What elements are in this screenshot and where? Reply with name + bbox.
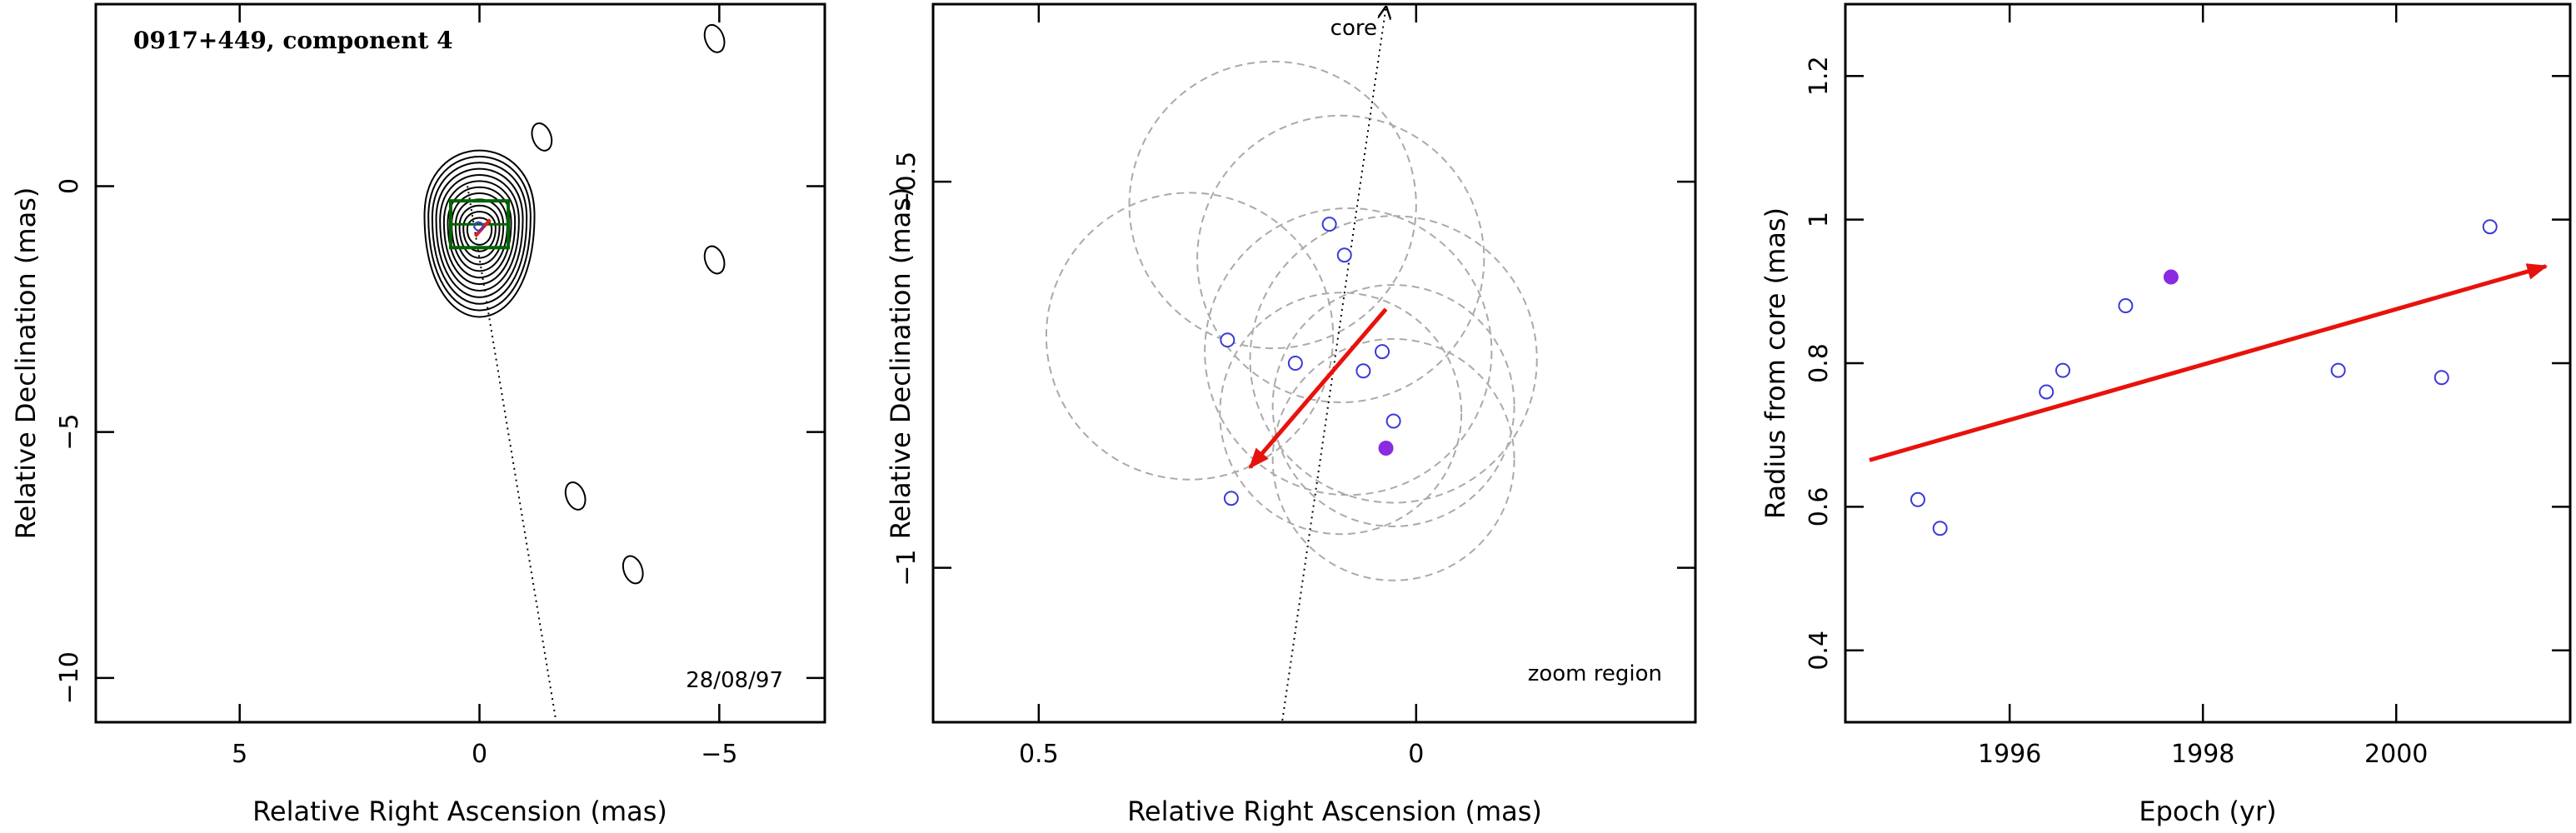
error-circle xyxy=(1204,207,1493,496)
fit-arrow xyxy=(1869,263,2549,462)
source-contour xyxy=(431,162,528,305)
error-circle xyxy=(1128,60,1417,350)
y-tick-label: 0.6 xyxy=(1805,487,1834,527)
error-circle xyxy=(1196,114,1485,403)
component-marker-blue xyxy=(473,221,484,232)
panel-2-core-label: core xyxy=(1330,16,1377,41)
core-direction-line xyxy=(1281,7,1385,722)
panel-1-ticks: 5 0 −5 0 −5 −10 xyxy=(55,4,825,769)
panel-3-radius-vs-epoch: 1996 1998 2000 0.4 0.6 0.8 1 1.2 Epoch (yr) Rad… xyxy=(1760,2,2572,827)
panel-1-ylabel: Relative Declination (mas) xyxy=(10,187,42,540)
x-tick-label: −5 xyxy=(701,740,737,769)
y-tick-label: 0.4 xyxy=(1805,631,1834,671)
y-tick-label: 0.8 xyxy=(1805,343,1834,383)
panel-1-title: 0917+449, component 4 xyxy=(133,27,453,54)
source-contour xyxy=(466,217,493,246)
open-point xyxy=(2434,370,2449,386)
panel-2-plot-area xyxy=(1045,7,1538,722)
error-circle xyxy=(1271,337,1515,581)
error-circle xyxy=(1271,284,1515,527)
open-point xyxy=(1321,217,1337,232)
panel-1-date: 28/08/97 xyxy=(686,668,783,693)
open-point xyxy=(2482,219,2498,235)
open-point xyxy=(2055,362,2070,378)
open-point xyxy=(1220,332,1236,348)
open-point xyxy=(1932,521,1948,536)
panel-2-frame xyxy=(931,2,1697,724)
panel-2-zoom-note: zoom region xyxy=(1528,661,1662,686)
source-contour xyxy=(439,173,520,292)
source-contour xyxy=(447,186,512,279)
panel-3-ticks: 1996 1998 2000 0.4 0.6 0.8 1 1.2 xyxy=(1805,4,2570,769)
panel-1-plot-area xyxy=(423,23,726,722)
source-contour xyxy=(427,155,532,312)
x-tick-label: 1996 xyxy=(1978,740,2041,769)
x-tick-label: 1998 xyxy=(2171,740,2234,769)
panel-3-plot-area xyxy=(1869,219,2549,536)
y-tick-label: −1 xyxy=(892,550,921,586)
error-circle xyxy=(1045,192,1335,481)
x-tick-label: 2000 xyxy=(2364,740,2428,769)
panel-1-contour-map: 5 0 −5 0 −5 −10 0917+449, component 4 28/08/9… xyxy=(10,2,826,827)
open-point xyxy=(1385,413,1401,429)
feature-contour xyxy=(703,23,726,53)
open-point xyxy=(1223,491,1239,506)
x-tick-label: 0 xyxy=(472,740,487,769)
x-tick-label: 0.5 xyxy=(1019,740,1059,769)
panel-2-xlabel: Relative Right Ascension (mas) xyxy=(1127,796,1542,827)
core-direction-line xyxy=(467,186,557,722)
open-point xyxy=(2118,298,2134,314)
open-point xyxy=(2330,362,2346,378)
error-circle xyxy=(1219,292,1463,536)
error-circle xyxy=(1249,215,1538,504)
y-tick-label: −10 xyxy=(55,651,84,704)
y-tick-label: 1.2 xyxy=(1805,56,1834,96)
source-contour xyxy=(442,180,517,285)
open-point xyxy=(1910,491,1925,507)
filled-point xyxy=(1378,440,1394,456)
feature-contour xyxy=(622,555,644,585)
feature-contour xyxy=(703,245,726,275)
open-point xyxy=(1336,247,1352,263)
y-tick-label: −0.5 xyxy=(892,152,921,212)
panel-2-ticks: 0.5 0 −0.5 −1 xyxy=(892,4,1695,769)
filled-point xyxy=(2163,269,2179,285)
source-contour xyxy=(458,204,501,259)
panel-1-xlabel: Relative Right Ascension (mas) xyxy=(252,796,667,827)
x-tick-label: 0 xyxy=(1408,740,1424,769)
source-contour xyxy=(423,149,536,318)
feature-contour xyxy=(531,122,553,152)
open-point xyxy=(1287,356,1303,371)
open-point xyxy=(1375,344,1390,360)
x-tick-label: 5 xyxy=(232,740,247,769)
feature-contour xyxy=(564,481,587,511)
panel-2-ylabel: Relative Declination (mas) xyxy=(885,187,916,540)
y-tick-label: −5 xyxy=(55,414,84,451)
panel-2-zoom-region: 0.5 0 −0.5 −1 core zoom region Relative Rig… xyxy=(885,2,1697,827)
y-tick-label: 0 xyxy=(55,178,84,194)
open-point xyxy=(2039,384,2054,400)
panel-1-frame xyxy=(94,2,826,724)
motion-arrow xyxy=(1248,307,1388,470)
y-tick-label: 1 xyxy=(1805,212,1834,227)
source-contour xyxy=(435,167,524,298)
panel-3-xlabel: Epoch (yr) xyxy=(2139,796,2276,827)
panel-3-ylabel: Radius from core (mas) xyxy=(1760,207,1791,519)
open-point xyxy=(1355,363,1371,379)
